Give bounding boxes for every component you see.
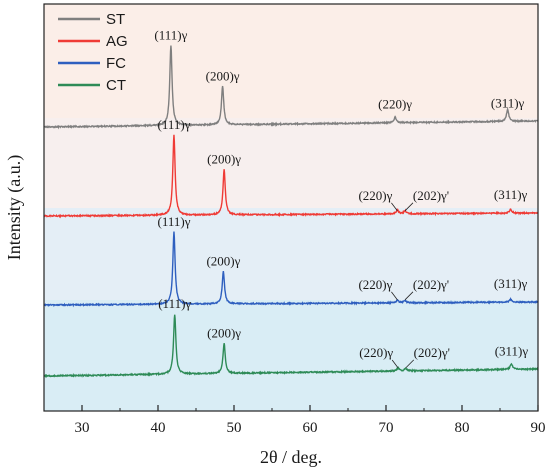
- peak-labels: (111)γ (200)γ (220)γ (311)γ (111)γ (200)γ (220…: [154, 28, 529, 369]
- x-tick-label: 30: [75, 420, 90, 436]
- background-band: [44, 118, 538, 208]
- background-band: [44, 208, 538, 300]
- peak-label: (220)γ: [358, 277, 392, 292]
- peak-label: (200)γ: [207, 325, 241, 340]
- peak-label: (111)γ: [154, 28, 187, 43]
- peak-label: (202)γ': [413, 188, 449, 203]
- peak-label: (111)γ: [158, 117, 191, 132]
- peak-label: (202)γ': [414, 345, 450, 360]
- legend-label: CT: [106, 77, 126, 94]
- peak-label: (311)γ: [495, 343, 529, 358]
- peak-leader-line: [404, 202, 414, 212]
- legend-label: FC: [106, 55, 126, 72]
- background-band: [44, 4, 538, 118]
- series-line-ag: [43, 134, 539, 219]
- peak-label: (311)γ: [494, 276, 528, 291]
- series-line-st: [43, 45, 539, 130]
- peak-label: (220)γ: [358, 188, 392, 203]
- x-tick-label: 60: [303, 420, 318, 436]
- legend-label: AG: [106, 33, 128, 50]
- peak-leader-line: [405, 359, 415, 369]
- x-tick-label: 50: [227, 420, 242, 436]
- peak-label: (311)γ: [491, 95, 525, 110]
- peak-label: (200)γ: [207, 151, 241, 166]
- peak-label: (202)γ': [413, 277, 449, 292]
- series-line-ct: [43, 314, 539, 378]
- peak-leader-line: [391, 359, 399, 369]
- peak-label: (111)γ: [158, 214, 191, 229]
- peak-leader-line: [391, 202, 398, 212]
- x-axis-title: 2θ / deg.: [260, 447, 322, 467]
- x-tick-label: 90: [531, 420, 546, 436]
- peak-label: (311)γ: [494, 187, 528, 202]
- x-tick-label: 40: [151, 420, 166, 436]
- peak-label: (111)γ: [158, 296, 191, 311]
- y-axis-title: Intensity (a.u.): [4, 155, 25, 260]
- legend: ST AG FC CT: [58, 11, 128, 94]
- plot-series: [43, 45, 539, 378]
- peak-label: (220)γ: [378, 97, 412, 112]
- x-tick-label: 70: [379, 420, 394, 436]
- peak-leader-line: [404, 291, 414, 301]
- peak-label: (200)γ: [206, 254, 240, 269]
- x-tick-label: 80: [455, 420, 470, 436]
- background-band: [44, 300, 538, 411]
- peak-leader-line: [391, 291, 398, 301]
- series-line-fc: [43, 231, 539, 308]
- plot-frame: [43, 3, 539, 412]
- background-bands: [44, 4, 538, 411]
- legend-label: ST: [106, 11, 125, 28]
- x-axis-ticks: 30 40 50 60 70 80 90: [43, 405, 546, 436]
- peak-label: (200)γ: [206, 68, 240, 83]
- peak-label: (220)γ: [359, 345, 393, 360]
